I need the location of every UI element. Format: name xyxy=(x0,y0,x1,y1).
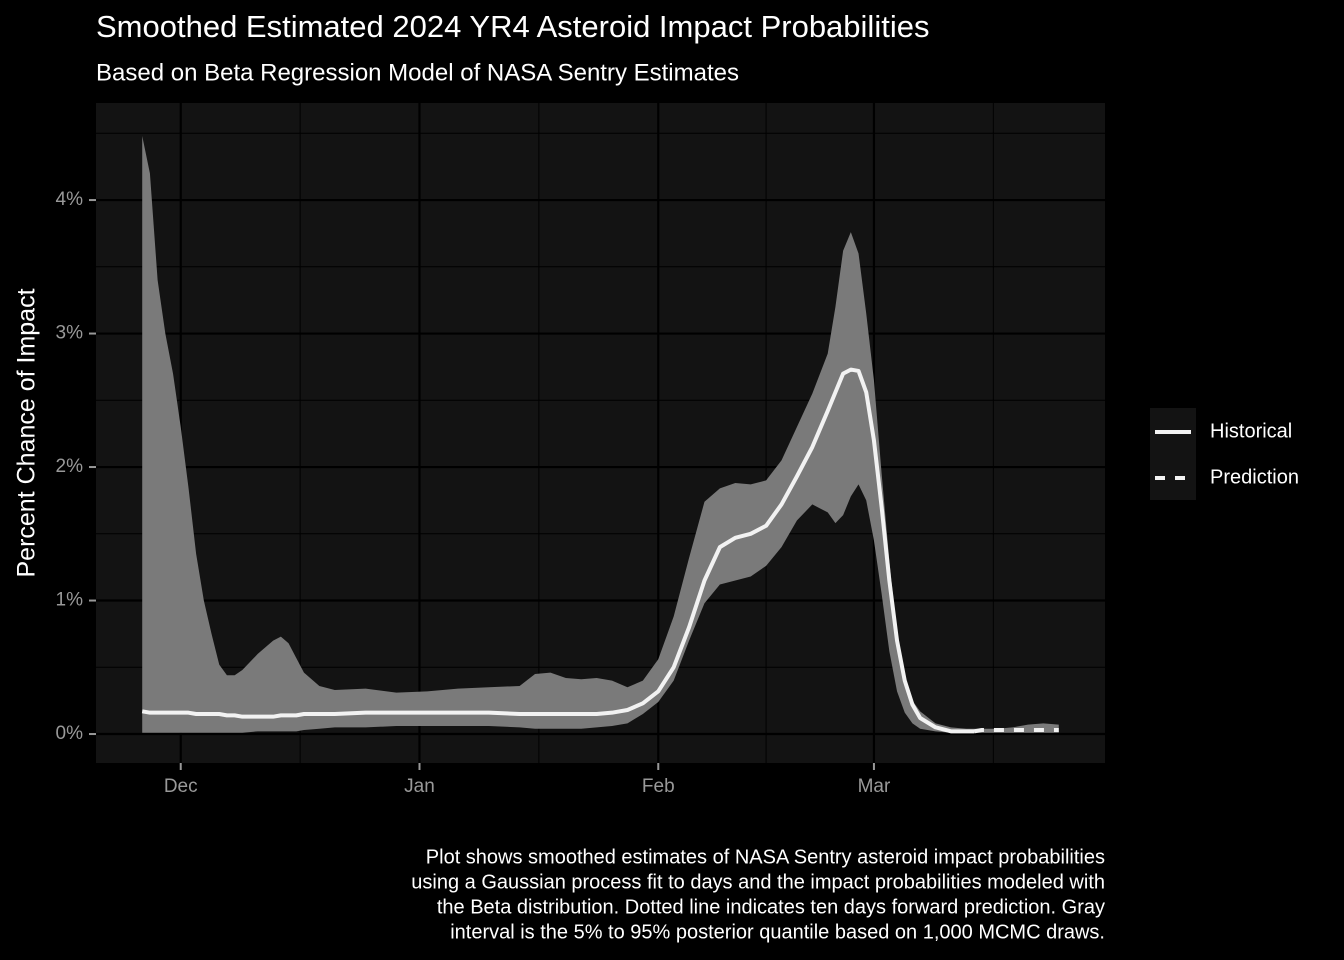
x-tick-label: Feb xyxy=(642,776,675,797)
caption: Plot shows smoothed estimates of NASA Se… xyxy=(426,846,1105,868)
caption: the Beta distribution. Dotted line indic… xyxy=(437,896,1105,918)
interval-band xyxy=(142,135,1059,733)
caption: interval is the 5% to 95% posterior quan… xyxy=(450,921,1105,943)
x-tick-label: Dec xyxy=(164,776,198,797)
y-tick-label: 2% xyxy=(56,456,84,477)
x-tick-label: Mar xyxy=(858,776,891,797)
series-line xyxy=(141,367,975,734)
legend-background xyxy=(1150,408,1196,500)
y-tick-label: 4% xyxy=(56,189,84,210)
chart-title: Smoothed Estimated 2024 YR4 Asteroid Imp… xyxy=(96,9,929,44)
y-tick-label: 3% xyxy=(56,323,84,344)
series-line xyxy=(973,728,1059,734)
x-tick-label: Jan xyxy=(404,776,435,797)
panel xyxy=(96,103,1105,763)
y-axis-label: Percent Chance of Impact xyxy=(13,288,41,577)
y-tick-label: 0% xyxy=(56,723,84,744)
y-tick-label: 1% xyxy=(56,590,84,611)
legend-label: Historical xyxy=(1210,420,1292,442)
caption: using a Gaussian process fit to days and… xyxy=(411,871,1105,893)
chart-subtitle: Based on Beta Regression Model of NASA S… xyxy=(96,59,739,86)
legend-label: Prediction xyxy=(1210,466,1299,488)
